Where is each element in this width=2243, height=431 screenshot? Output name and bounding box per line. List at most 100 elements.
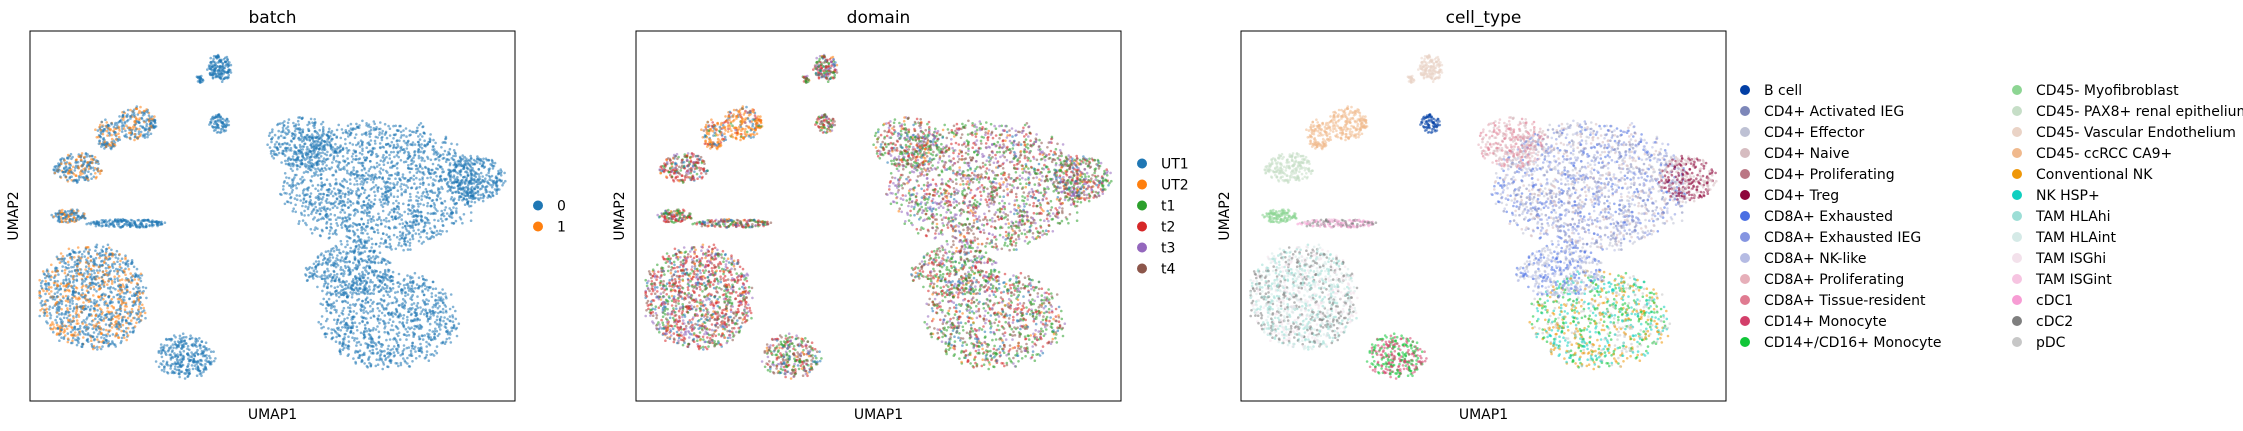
scatter-point xyxy=(405,184,408,187)
scatter-point xyxy=(502,181,505,185)
scatter-point xyxy=(416,199,420,203)
scatter-point xyxy=(417,143,421,146)
scatter-point xyxy=(138,121,141,124)
scatter-point xyxy=(126,326,130,330)
scatter-point xyxy=(441,168,444,171)
scatter-point xyxy=(379,159,383,162)
scatter-point xyxy=(195,374,199,378)
scatter-point xyxy=(283,124,286,127)
scatter-point xyxy=(360,226,363,230)
scatter-point xyxy=(111,264,114,268)
scatter-point xyxy=(368,135,372,138)
scatter-point xyxy=(290,191,294,194)
scatter-point xyxy=(356,183,359,186)
scatter-point xyxy=(209,60,213,64)
scatter-point xyxy=(297,116,300,119)
scatter-point xyxy=(115,312,118,315)
scatter-point xyxy=(361,119,364,123)
scatter-point xyxy=(337,123,341,127)
scatter-point xyxy=(464,161,468,165)
scatter-point xyxy=(452,174,456,177)
scatter-point xyxy=(125,135,129,139)
scatter-point xyxy=(351,202,355,205)
scatter-point xyxy=(216,74,219,77)
scatter-point xyxy=(52,330,55,334)
scatter-point xyxy=(126,113,129,116)
scatter-point xyxy=(100,315,103,319)
scatter-point xyxy=(85,289,89,293)
scatter-point xyxy=(180,338,183,342)
scatter-point xyxy=(99,318,103,322)
scatter-point xyxy=(146,130,150,134)
scatter-point xyxy=(352,169,355,172)
scatter-point xyxy=(394,217,397,220)
scatter-point xyxy=(98,224,101,227)
scatter-point xyxy=(361,149,364,153)
scatter-point xyxy=(82,250,86,253)
scatter-point xyxy=(90,323,93,327)
scatter-point xyxy=(346,198,350,201)
scatter-point xyxy=(75,343,79,347)
scatter-point xyxy=(94,282,97,286)
scatter-point xyxy=(75,259,79,262)
scatter-point xyxy=(370,150,373,153)
scatter-point xyxy=(73,327,76,330)
scatter-point xyxy=(303,209,306,213)
scatter-point xyxy=(382,218,386,222)
scatter-point xyxy=(495,188,499,192)
scatter-point xyxy=(370,217,374,221)
scatter-point xyxy=(400,188,403,191)
scatter-point xyxy=(379,200,383,204)
scatter-point xyxy=(495,181,498,184)
scatter-point xyxy=(402,183,406,186)
scatter-point xyxy=(59,299,63,303)
scatter-point xyxy=(138,226,141,229)
scatter-point xyxy=(87,285,91,288)
scatter-point xyxy=(82,336,85,339)
scatter-point xyxy=(172,334,176,337)
scatter-point xyxy=(80,253,84,256)
scatter-point xyxy=(64,312,68,316)
scatter-point xyxy=(426,204,429,208)
scatter-point xyxy=(348,225,351,228)
scatter-point xyxy=(409,195,412,199)
scatter-point xyxy=(472,162,476,165)
scatter-point xyxy=(189,358,193,362)
scatter-point xyxy=(436,152,440,155)
scatter-point xyxy=(376,218,379,221)
scatter-point xyxy=(373,194,377,197)
scatter-point xyxy=(84,261,88,264)
scatter-point xyxy=(71,339,74,343)
scatter-point xyxy=(209,73,212,77)
scatter-point xyxy=(114,256,118,259)
scatter-point xyxy=(448,147,452,151)
scatter-point xyxy=(160,351,164,354)
scatter-point xyxy=(145,124,148,128)
scatter-point xyxy=(294,133,297,136)
scatter-point xyxy=(66,340,70,344)
scatter-point xyxy=(214,126,218,130)
scatter-point xyxy=(320,201,323,204)
scatter-point xyxy=(345,146,348,150)
scatter-point xyxy=(335,335,338,339)
scatter-point xyxy=(54,169,58,173)
scatter-point xyxy=(426,176,429,180)
scatter-point xyxy=(54,318,57,322)
scatter-point xyxy=(139,296,142,299)
scatter-point xyxy=(66,157,69,160)
scatter-point xyxy=(301,154,304,158)
scatter-point xyxy=(301,191,305,195)
scatter-point xyxy=(469,154,473,158)
scatter-point xyxy=(86,316,89,319)
scatter-point xyxy=(44,300,47,303)
scatter-point xyxy=(86,332,90,335)
scatter-point xyxy=(74,334,77,337)
scatter-point xyxy=(307,148,311,151)
scatter-point xyxy=(372,178,376,181)
scatter-point xyxy=(444,160,448,164)
scatter-point xyxy=(200,359,203,363)
scatter-point xyxy=(465,166,469,169)
scatter-point xyxy=(135,136,139,139)
scatter-point xyxy=(74,158,78,162)
scatter-point xyxy=(69,252,72,256)
